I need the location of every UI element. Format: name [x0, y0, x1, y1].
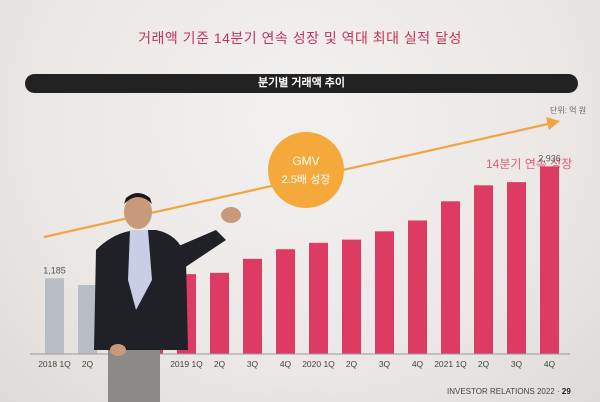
gmv-bubble	[268, 132, 344, 208]
growth-arrow-head	[546, 117, 560, 130]
chart-banner: 분기별 거래액 추이	[25, 74, 578, 93]
x-tick-label: 2021 1Q	[434, 359, 467, 369]
x-tick-label: 2018 1Q	[38, 359, 71, 369]
x-tick-label: 2019 1Q	[170, 359, 203, 369]
gmv-line2: 2.5배 성장	[282, 173, 331, 186]
bar-2	[78, 285, 97, 354]
bar-14	[474, 185, 493, 354]
x-tick-label: 3Q	[379, 359, 391, 369]
footer: INVESTOR RELATIONS 2022 · 29	[447, 387, 571, 396]
bar-16	[540, 166, 559, 354]
x-tick-label: 2Q	[214, 359, 226, 369]
presenter-figure	[94, 193, 241, 402]
bar-1	[45, 278, 64, 354]
bar-12	[408, 220, 427, 354]
x-tick-label: 4Q	[280, 359, 292, 369]
gmv-line1: GMV	[292, 154, 319, 168]
x-tick-label: 2020 1Q	[302, 359, 335, 369]
x-tick-label: 2Q	[478, 359, 490, 369]
bar-value-label: 1,185	[43, 265, 66, 275]
bar-6	[210, 272, 229, 354]
bar-15	[507, 182, 526, 354]
x-tick-label: 2Q	[82, 359, 94, 369]
bar-9	[309, 242, 328, 354]
slide-title: 거래액 기준 14분기 연속 성장 및 역대 최대 실적 달성	[138, 30, 462, 46]
bar-7	[243, 258, 262, 354]
footer-text: INVESTOR RELATIONS 2022 ·	[447, 387, 560, 396]
bar-8	[276, 249, 295, 354]
x-tick-label: 2Q	[346, 359, 358, 369]
page-number: 29	[561, 387, 571, 396]
bar-value-label: 2,936	[538, 153, 561, 163]
x-tick-label: 3Q	[511, 359, 523, 369]
x-tick-label: 4Q	[544, 359, 556, 369]
bar-13	[441, 201, 460, 354]
bar-11	[375, 231, 394, 354]
axis-layer: 1,185 2018 1Q 2Q 3Q 4Q 2019 1Q 2Q 3Q 4Q 2020 1Q 2Q…	[30, 153, 570, 369]
x-tick-label: 4Q	[412, 359, 424, 369]
unit-label: 단위: 억 원	[550, 106, 587, 115]
bar-10	[342, 239, 361, 354]
x-tick-label: 3Q	[247, 359, 259, 369]
